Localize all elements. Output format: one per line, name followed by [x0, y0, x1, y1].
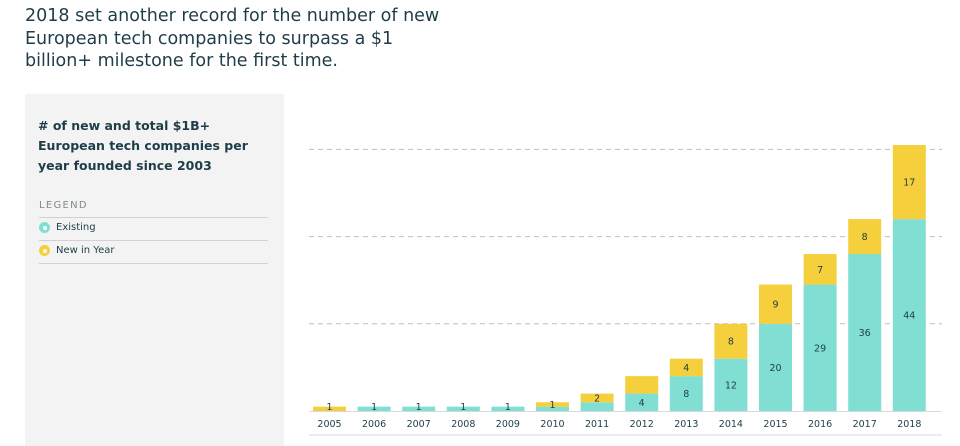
- data-label: 1: [371, 402, 377, 413]
- bar-segment-new-in-year: [803, 254, 837, 285]
- x-tick-label: 2015: [763, 419, 787, 430]
- bar-segment-existing: [625, 393, 659, 411]
- data-label: 9: [772, 300, 778, 311]
- headline: 2018 set another record for the number o…: [25, 6, 440, 71]
- x-tick-label: 2007: [407, 419, 431, 430]
- bar-segment-existing: [803, 284, 837, 411]
- data-label: 1: [326, 402, 332, 413]
- bar-segment-existing: [714, 358, 748, 411]
- x-tick-label: 2014: [719, 419, 743, 430]
- x-tick-label: 2005: [317, 419, 341, 430]
- bar-segment-new-in-year: [625, 376, 659, 394]
- data-label: 1: [460, 402, 466, 413]
- legend-label: Existing: [56, 222, 96, 233]
- bar-segment-existing: [580, 402, 614, 411]
- legend-item-existing: Existing: [39, 222, 96, 233]
- data-label: 12: [725, 380, 737, 391]
- bar-segment-existing: [848, 254, 882, 411]
- x-tick-label: 2010: [540, 419, 564, 430]
- chart-description: # of new and total $1B+ European tech co…: [38, 118, 248, 173]
- x-tick-label: 2018: [897, 419, 921, 430]
- legend-divider: [39, 263, 268, 264]
- x-tick-label: 2013: [674, 419, 698, 430]
- data-label: 1: [416, 402, 422, 413]
- data-label: 1: [505, 402, 511, 413]
- data-label: 8: [683, 389, 689, 400]
- bar-segment-existing: [759, 323, 792, 411]
- legend-item-new-in-year: New in Year: [39, 245, 114, 256]
- x-tick-label: 2012: [630, 419, 654, 430]
- legend-dot-icon: [39, 245, 50, 256]
- legend-heading: LEGEND: [39, 200, 88, 211]
- bar-segment-new-in-year: [759, 284, 792, 324]
- bar-segment-new-in-year: [313, 406, 346, 411]
- x-tick-label: 2009: [496, 419, 520, 430]
- data-label: 17: [903, 178, 915, 189]
- bar-segment-new-in-year: [669, 358, 703, 377]
- bar-segment-existing: [446, 406, 480, 411]
- x-tick-label: 2016: [808, 419, 832, 430]
- legend-label: New in Year: [56, 245, 115, 256]
- legend-divider: [39, 217, 268, 218]
- bar-segment-existing: [536, 406, 569, 411]
- data-label: 20: [769, 363, 781, 374]
- legend-dot-icon: [39, 222, 50, 233]
- legend-panel: # of new and total $1B+ European tech co…: [25, 94, 284, 446]
- bar-segment-new-in-year: [892, 145, 926, 220]
- data-label: 36: [859, 328, 871, 339]
- x-tick-label: 2008: [451, 419, 475, 430]
- data-label: 8: [862, 232, 868, 243]
- x-tick-label: 2006: [362, 419, 386, 430]
- bar-segment-new-in-year: [536, 402, 569, 407]
- data-label: 4: [683, 363, 689, 374]
- legend-divider: [39, 240, 268, 241]
- bar-segment-existing: [491, 406, 525, 411]
- bar-segment-new-in-year: [580, 393, 614, 403]
- data-label: 4: [639, 398, 645, 409]
- data-label: 7: [817, 265, 823, 276]
- bar-segment-existing: [669, 376, 703, 411]
- data-label: 8: [728, 337, 734, 348]
- data-label: 44: [903, 311, 915, 322]
- x-tick-label: 2011: [585, 419, 609, 430]
- bar-segment-existing: [892, 219, 926, 411]
- bar-segment-existing: [357, 406, 391, 411]
- data-label: 29: [814, 343, 826, 354]
- x-tick-label: 2017: [853, 419, 877, 430]
- bar-segment-existing: [402, 406, 436, 411]
- bar-segment-new-in-year: [714, 323, 748, 359]
- data-label: 2: [594, 393, 600, 404]
- data-label: 1: [549, 400, 555, 411]
- bar-segment-new-in-year: [848, 219, 882, 255]
